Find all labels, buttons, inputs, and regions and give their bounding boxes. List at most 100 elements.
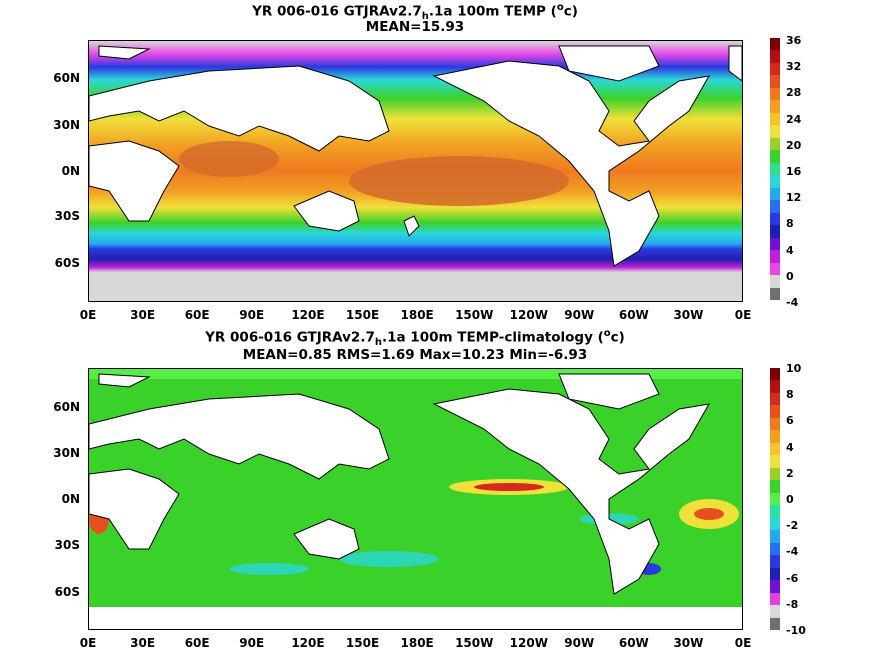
x-tick-8-p1: 120W	[509, 308, 548, 322]
colorbar-segment-p2	[770, 555, 780, 569]
panel1-map	[88, 40, 743, 302]
continents	[89, 45, 742, 267]
x-tick-12-p1: 0E	[734, 308, 752, 322]
colorbar-segment-p2	[770, 467, 780, 481]
colorbar-label-p1: 28	[786, 86, 802, 100]
y-tick-30n-2: 30N	[53, 446, 80, 460]
colorbar-segment-p1	[770, 100, 780, 114]
colorbar-segment-p1	[770, 75, 780, 89]
colorbar-label-p1: 4	[786, 243, 794, 257]
colorbar-segment-p2	[770, 392, 780, 406]
colorbar-segment-p2	[770, 580, 780, 594]
panel2-title: YR 006-016 GTJRAv2.7h.1a 100m TEMP-clima…	[205, 328, 625, 349]
colorbar-segment-p1	[770, 112, 780, 126]
colorbar-label-p1: -4	[786, 296, 799, 309]
y-tick-60s-2: 60S	[54, 585, 80, 599]
colorbar-segment-p2	[770, 617, 780, 631]
warm-pool	[349, 156, 569, 206]
colorbar-label-p1: 12	[786, 191, 802, 205]
colorbar-segment-p2	[770, 455, 780, 469]
colorbar-segment-p1	[770, 212, 780, 226]
y-tick-60n-2: 60N	[53, 400, 80, 414]
panel1-title: YR 006-016 GTJRAv2.7h.1a 100m TEMP (oc)	[252, 2, 578, 23]
colorbar-segment-p1	[770, 125, 780, 139]
x-tick-9-p2: 90W	[564, 636, 595, 650]
panel2-map	[88, 368, 743, 630]
x-tick-3-p1: 90E	[239, 308, 265, 322]
colorbar-segment-p1	[770, 175, 780, 189]
colorbar-segment-p1	[770, 262, 780, 276]
panel1-colorbar	[770, 38, 780, 302]
colorbar-label-p2: 6	[786, 414, 794, 428]
x-tick-5-p1: 150E	[345, 308, 380, 322]
x-tick-5-p2: 150E	[345, 636, 380, 650]
colorbar-label-p2: -4	[786, 545, 799, 559]
colorbar-label-p1: 8	[786, 217, 794, 231]
x-tick-2-p1: 60E	[184, 308, 210, 322]
colorbar-segment-p2	[770, 480, 780, 494]
colorbar-label-p1: 20	[786, 138, 802, 152]
x-tick-6-p1: 180E	[400, 308, 434, 322]
colorbar-segment-p1	[770, 225, 780, 239]
colorbar-segment-p1	[770, 62, 780, 76]
colorbar-label-p1: 24	[786, 112, 802, 126]
y-tick-60n: 60N	[53, 71, 80, 85]
colorbar-label-p1: 36	[786, 34, 802, 47]
colorbar-segment-p2	[770, 380, 780, 394]
colorbar-label-p2: 4	[786, 440, 794, 454]
x-tick-12-p2: 0E	[734, 636, 752, 650]
colorbar-segment-p1	[770, 50, 780, 64]
colorbar-segment-p1	[770, 275, 780, 289]
colorbar-segment-p2	[770, 530, 780, 544]
y-tick-0n: 0N	[61, 164, 80, 178]
y-tick-30s-2: 30S	[54, 538, 80, 552]
x-tick-6-p2: 180E	[400, 636, 434, 650]
y-tick-60s: 60S	[54, 256, 80, 270]
colorbar-segment-p1	[770, 137, 780, 151]
colorbar-segment-p1	[770, 150, 780, 164]
panel1-stats: MEAN=15.93	[365, 19, 465, 35]
colorbar-label-p2: 10	[786, 362, 802, 375]
colorbar-segment-p2	[770, 405, 780, 419]
x-tick-10-p2: 60W	[618, 636, 649, 650]
x-tick-2-p2: 60E	[184, 636, 210, 650]
colorbar-segment-p2	[770, 492, 780, 506]
colorbar-label-p2: 8	[786, 388, 794, 402]
x-tick-4-p2: 120E	[291, 636, 325, 650]
colorbar-label-p2: 0	[786, 493, 794, 506]
x-tick-0-p1: 0E	[79, 308, 97, 322]
colorbar-segment-p1	[770, 187, 780, 201]
colorbar-label-p1: 32	[786, 60, 802, 74]
colorbar-segment-p1	[770, 87, 780, 101]
x-tick-3-p2: 90E	[239, 636, 265, 650]
continents-anomaly	[89, 373, 710, 595]
x-tick-11-p1: 30W	[673, 308, 704, 322]
colorbar-segment-p2	[770, 430, 780, 444]
x-tick-1-p1: 30E	[130, 308, 156, 322]
colorbar-segment-p2	[770, 505, 780, 519]
panel2-colorbar	[770, 368, 780, 631]
colorbar-segment-p2	[770, 542, 780, 556]
colorbar-segment-p2	[770, 368, 780, 381]
x-tick-11-p2: 30W	[673, 636, 704, 650]
colorbar-segment-p1	[770, 237, 780, 251]
x-tick-10-p1: 60W	[618, 308, 649, 322]
x-tick-0-p2: 0E	[79, 636, 97, 650]
colorbar-label-p2: 2	[786, 466, 794, 480]
colorbar-segment-p2	[770, 567, 780, 581]
colorbar-label-p2: -10	[786, 624, 806, 637]
colorbar-label-p2: -6	[786, 571, 799, 585]
colorbar-label-p2: -2	[786, 519, 799, 533]
colorbar-segment-p2	[770, 517, 780, 531]
colorbar-segment-p2	[770, 442, 780, 456]
x-tick-8-p2: 120W	[509, 636, 548, 650]
colorbar-segment-p2	[770, 417, 780, 431]
colorbar-segment-p2	[770, 605, 780, 619]
x-tick-1-p2: 30E	[130, 636, 156, 650]
x-tick-7-p2: 150W	[455, 636, 494, 650]
colorbar-label-p1: 16	[786, 165, 802, 178]
colorbar-label-p1: 0	[786, 269, 794, 283]
x-tick-4-p1: 120E	[291, 308, 325, 322]
colorbar-segment-p1	[770, 38, 780, 51]
colorbar-segment-p1	[770, 200, 780, 214]
